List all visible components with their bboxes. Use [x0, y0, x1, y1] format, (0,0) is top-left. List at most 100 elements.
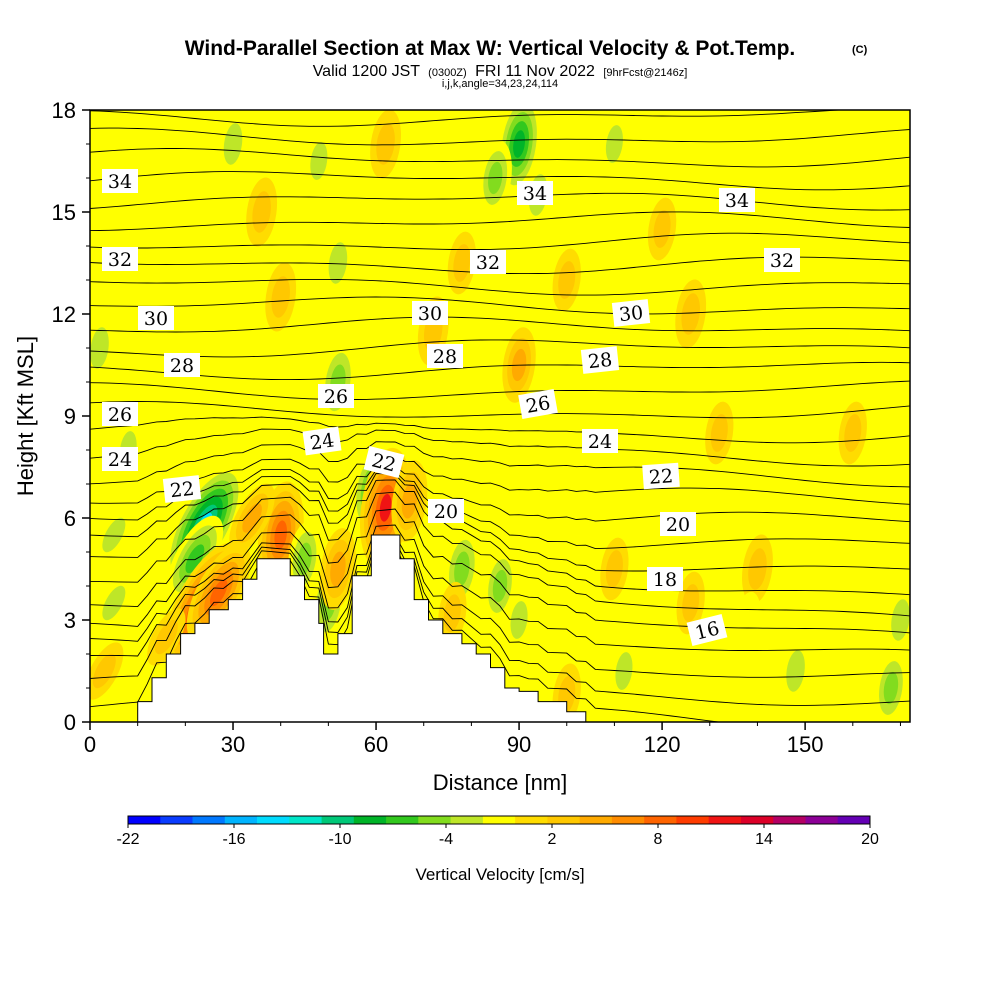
colorbar-swatch-12 — [515, 816, 548, 824]
colorbar-swatch-18 — [708, 816, 742, 824]
isentrope-label-9: 28 — [164, 353, 200, 377]
velocity-anomaly-30-level-1 — [271, 276, 290, 318]
colorbar-swatch-10 — [450, 816, 484, 824]
isentrope-line-14 — [90, 401, 910, 419]
isentrope-label-3: 32 — [102, 247, 138, 271]
valid-date: FRI 11 Nov 2022 — [475, 63, 595, 80]
y-tick-label-3: 9 — [64, 404, 76, 429]
colorbar-swatch-4 — [257, 816, 290, 824]
colorbar-tick-label-7: 20 — [861, 831, 879, 848]
isentrope-label-10: 28 — [427, 344, 463, 368]
colorbar-frame — [127, 815, 871, 825]
colorbar-tick-label-2: -10 — [328, 831, 351, 848]
isentrope-label-bg-4 — [470, 250, 506, 274]
isentrope-label-2: 34 — [719, 188, 755, 212]
velocity-anomaly-47-level-1 — [92, 653, 116, 689]
isentrope-label-1: 34 — [517, 181, 553, 205]
isentrope-label-text-4: 32 — [476, 252, 500, 274]
isentrope-label-5: 32 — [764, 248, 800, 272]
chart-title: Wind-Parallel Section at Max W: Vertical… — [185, 37, 796, 60]
colorbar-swatch-11 — [482, 816, 516, 824]
isentrope-label-text-23: 18 — [653, 569, 677, 591]
velocity-anomaly-40-level-1 — [786, 650, 805, 692]
isentrope-line-19 — [90, 296, 910, 315]
colorbar-swatch-14 — [579, 816, 613, 824]
isentrope-label-text-17: 24 — [588, 431, 612, 453]
terrain — [90, 534, 910, 722]
isentrope-label-text-11: 28 — [587, 349, 613, 373]
velocity-anomaly-13-level-2 — [492, 569, 508, 603]
isentrope-line-6 — [90, 479, 910, 596]
y-tick-label-4: 12 — [52, 302, 76, 327]
colorbar-swatch-16 — [644, 816, 677, 824]
colorbar: -22 -16 -10 -4 2 8 14 20 — [116, 815, 879, 848]
velocity-anomaly-14-level-1 — [510, 601, 528, 639]
velocity-anomaly-38-level-1 — [605, 550, 623, 588]
isentrope-lines — [90, 110, 910, 722]
isentrope-label-12: 26 — [102, 402, 138, 426]
colorbar-tick-label-3: -4 — [439, 831, 453, 848]
velocity-anomaly-27-level-1 — [223, 123, 243, 165]
isentrope-label-23: 18 — [647, 567, 683, 591]
velocity-anomaly-26-level-1 — [605, 125, 623, 163]
velocity-anomaly-34-level-1 — [681, 293, 700, 335]
isentrope-label-0: 34 — [102, 169, 138, 193]
velocity-anomaly-23-level-4 — [513, 130, 526, 158]
isentrope-label-13: 26 — [318, 384, 354, 408]
isentrope-label-bg-3 — [102, 247, 138, 271]
colorbar-tick-label-5: 8 — [654, 831, 663, 848]
section-params: i,j,k,angle=34,23,24,114 — [442, 78, 558, 90]
isentrope-label-20: 22 — [642, 462, 680, 490]
y-tick-label-1: 3 — [64, 608, 76, 633]
x-tick-label-4: 120 — [644, 732, 681, 757]
isentrope-label-bg-9 — [164, 353, 200, 377]
y-tick-label-2: 6 — [64, 506, 76, 531]
copyright-mark: (C) — [852, 44, 868, 56]
valid-utc: (0300Z) — [428, 67, 467, 79]
velocity-anomaly-5-level-2 — [242, 503, 262, 533]
velocity-anomaly-18-level-1 — [102, 517, 126, 553]
isentrope-label-bg-18 — [162, 475, 202, 503]
colorbar-swatch-6 — [321, 816, 355, 824]
colorbar-swatch-5 — [289, 816, 323, 824]
isentrope-line-16 — [90, 361, 910, 381]
isentrope-line-2 — [90, 534, 910, 678]
isentrope-label-text-12: 26 — [108, 404, 132, 426]
colorbar-tick-label-0: -22 — [116, 831, 139, 848]
isentrope-label-text-15: 24 — [108, 449, 132, 471]
x-tick-label-3: 90 — [507, 732, 531, 757]
velocity-anomaly-35-level-1 — [653, 210, 671, 248]
isentrope-line-12 — [90, 428, 910, 467]
isentrope-line-24 — [90, 192, 910, 211]
velocity-anomaly-36-level-1 — [710, 414, 728, 452]
velocity-anomaly-15-level-1 — [443, 594, 461, 633]
colorbar-swatch-9 — [418, 816, 452, 824]
isentrope-label-bg-10 — [427, 344, 463, 368]
isentrope-line-13 — [90, 416, 910, 444]
isentrope-label-text-3: 32 — [108, 249, 132, 271]
isentrope-label-bg-20 — [642, 462, 680, 490]
isentrope-label-text-0: 34 — [108, 171, 132, 193]
valid-time: Valid 1200 JST — [313, 63, 421, 80]
isentrope-label-bg-2 — [719, 188, 755, 212]
isentrope-label-bg-19 — [363, 446, 405, 478]
colorbar-swatch-7 — [353, 816, 387, 824]
isentrope-label-text-20: 22 — [648, 465, 674, 489]
isentrope-label-text-7: 30 — [418, 303, 442, 325]
velocity-anomaly-49-level-1 — [558, 261, 576, 299]
y-tick-label-0: 0 — [64, 710, 76, 735]
isentrope-label-bg-24 — [686, 614, 728, 646]
colorbar-tick-label-6: 14 — [755, 831, 773, 848]
isentrope-label-18: 22 — [162, 475, 202, 503]
isentrope-line-0 — [90, 544, 722, 722]
isentrope-line-20 — [90, 278, 910, 296]
isentrope-label-bg-21 — [428, 499, 464, 523]
colorbar-swatch-2 — [192, 816, 226, 824]
velocity-anomaly-1-level-3 — [185, 544, 205, 574]
velocity-anomaly-11-level-2 — [401, 483, 418, 519]
x-axis: 0 30 60 90 120 150 — [84, 722, 901, 757]
isentrope-line-5 — [90, 491, 910, 617]
